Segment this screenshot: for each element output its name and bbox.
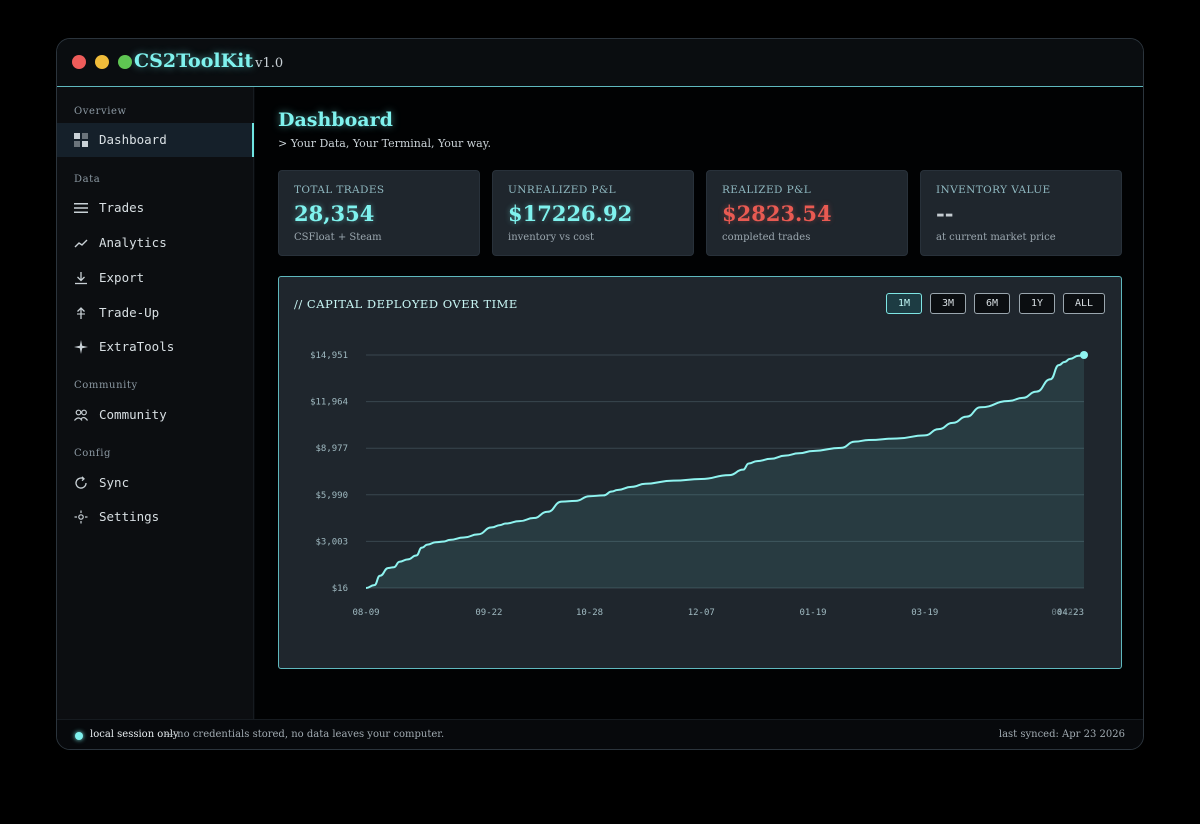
sidebar-item-label: ExtraTools: [99, 339, 175, 354]
y-tick-label: $11,964: [310, 398, 348, 408]
sidebar-item-label: Sync: [99, 475, 130, 490]
range-button-1m[interactable]: 1M: [886, 293, 922, 314]
y-tick-label: $14,951: [310, 351, 348, 361]
series-line: [365, 354, 1085, 589]
x-tick-label: 09-22: [475, 608, 502, 618]
sidebar-item-sync[interactable]: Sync: [57, 466, 254, 500]
stat-card-total-trades: TOTAL TRADES 28,354 CSFloat + Steam: [278, 170, 480, 256]
chart-title: // CAPITAL DEPLOYED OVER TIME: [294, 297, 518, 311]
sidebar-item-label: Analytics: [99, 235, 167, 250]
list-icon: [74, 199, 88, 217]
stat-sub: CSFloat + Steam: [294, 232, 382, 243]
series-end-point: [1080, 351, 1088, 359]
stat-label: UNREALIZED P&L: [508, 184, 617, 196]
y-tick-label: $5,990: [315, 491, 348, 501]
minimize-window-button[interactable]: [95, 55, 109, 69]
x-tick-label: 04-23: [1057, 608, 1084, 618]
capital-chart: $16 $3,003 $5,990 $8,977 $11,964 $14,951 08-09…: [310, 351, 1088, 618]
chart-panel: // CAPITAL DEPLOYED OVER TIME 1M 3M 6M 1…: [278, 276, 1122, 669]
stat-card-unrealized-pnl: UNREALIZED P&L $17226.92 inventory vs co…: [492, 170, 694, 256]
page-title: Dashboard: [278, 109, 393, 131]
stat-label: TOTAL TRADES: [294, 184, 385, 196]
x-tick-label: 04-22: [1051, 608, 1078, 618]
range-button-6m[interactable]: 6M: [974, 293, 1010, 314]
sidebar-section-config: Config: [74, 448, 112, 459]
close-window-button[interactable]: [72, 55, 86, 69]
sidebar-item-label: Dashboard: [99, 132, 167, 147]
app-version: v1.0: [255, 56, 284, 71]
main-content: Dashboard > Your Data, Your Terminal, Yo…: [255, 87, 1143, 719]
sidebar-item-community[interactable]: Community: [57, 398, 254, 432]
title-bar: CS2ToolKit v1.0: [57, 39, 1143, 87]
stat-label: INVENTORY VALUE: [936, 184, 1051, 196]
stat-card-inventory-value: INVENTORY VALUE -- at current market pri…: [920, 170, 1122, 256]
sidebar-item-settings[interactable]: Settings: [57, 500, 254, 534]
x-tick-label: 03-19: [911, 608, 938, 618]
grid-icon: [74, 131, 88, 149]
stat-value: $17226.92: [508, 201, 633, 226]
sidebar-item-trades[interactable]: Trades: [57, 191, 254, 225]
session-status-dot: [75, 732, 83, 740]
app-window: CS2ToolKit v1.0 Overview Dashboard Data T…: [56, 38, 1144, 750]
people-icon: [74, 406, 88, 424]
sidebar-item-trade-up[interactable]: Trade-Up: [57, 296, 254, 330]
sidebar-item-dashboard[interactable]: Dashboard: [57, 123, 254, 157]
range-button-1y[interactable]: 1Y: [1019, 293, 1055, 314]
sidebar-section-community: Community: [74, 380, 138, 391]
sparkle-icon: [74, 338, 88, 356]
sidebar-item-label: Trades: [99, 200, 145, 215]
gear-icon: [74, 508, 88, 526]
arrow-up-icon: [74, 304, 88, 322]
stat-sub: inventory vs cost: [508, 232, 595, 243]
sidebar-item-label: Community: [99, 407, 167, 422]
app-title: CS2ToolKit v1.0: [134, 50, 283, 72]
sidebar-item-label: Export: [99, 270, 145, 285]
maximize-window-button[interactable]: [118, 55, 132, 69]
stat-sub: completed trades: [722, 232, 811, 243]
stat-card-realized-pnl: REALIZED P&L $2823.54 completed trades: [706, 170, 908, 256]
stat-value: $2823.54: [722, 201, 832, 226]
x-tick-label: 10-28: [576, 608, 603, 618]
stat-label: REALIZED P&L: [722, 184, 812, 196]
stat-sub: at current market price: [936, 232, 1056, 243]
sidebar-item-label: Settings: [99, 509, 160, 524]
stat-value: 28,354: [294, 201, 375, 226]
sidebar: Overview Dashboard Data Trades Analytics…: [57, 87, 254, 719]
stat-value: --: [936, 201, 954, 226]
trend-icon: [74, 234, 88, 252]
range-button-3m[interactable]: 3M: [930, 293, 966, 314]
status-bar: local session only — no credentials stor…: [57, 719, 1143, 749]
sidebar-section-overview: Overview: [74, 106, 127, 117]
last-synced: last synced: Apr 23 2026: [998, 729, 1125, 740]
download-icon: [74, 269, 88, 287]
x-tick-label: 08-09: [352, 608, 379, 618]
sidebar-item-extratools[interactable]: ExtraTools: [57, 330, 254, 364]
sidebar-section-data: Data: [74, 174, 101, 185]
session-status-label: local session only: [90, 729, 179, 740]
page-subtitle: > Your Data, Your Terminal, Your way.: [278, 137, 491, 150]
x-tick-label: 01-19: [799, 608, 826, 618]
sidebar-item-label: Trade-Up: [99, 305, 160, 320]
y-tick-label: $16: [332, 584, 348, 594]
sync-icon: [74, 474, 88, 492]
sidebar-item-analytics[interactable]: Analytics: [57, 226, 254, 260]
sidebar-item-export[interactable]: Export: [57, 261, 254, 295]
y-tick-label: $8,977: [315, 444, 348, 454]
y-tick-label: $3,003: [315, 537, 348, 547]
x-tick-label: 12-07: [688, 608, 715, 618]
session-status-text: — no credentials stored, no data leaves …: [164, 729, 445, 740]
series-area: [366, 355, 1084, 588]
range-button-all[interactable]: ALL: [1063, 293, 1105, 314]
app-name: CS2ToolKit: [134, 50, 254, 72]
